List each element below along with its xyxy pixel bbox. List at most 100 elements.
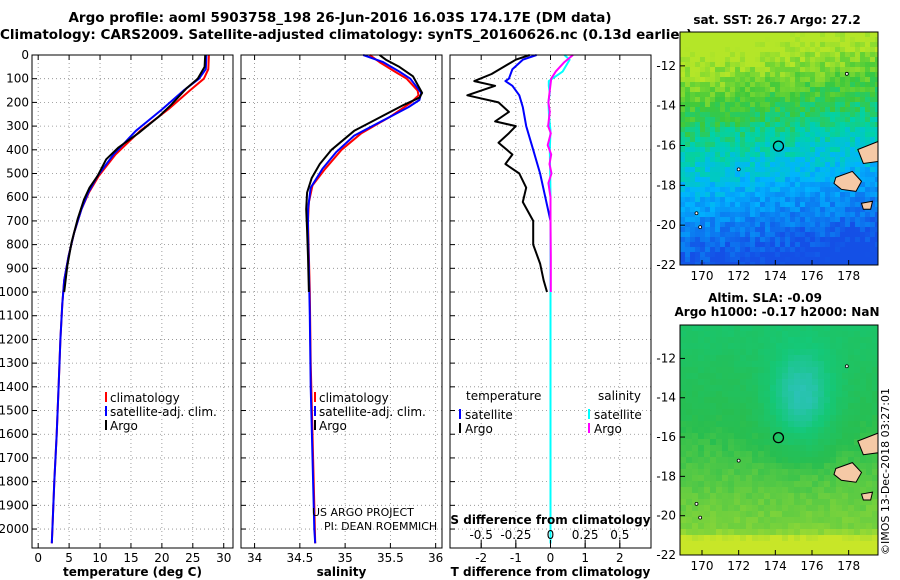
small-island — [694, 501, 699, 506]
y-tick-label: 1000 — [0, 285, 29, 299]
argo-float-marker — [772, 431, 785, 444]
small-island — [698, 225, 703, 230]
plot-frame — [240, 54, 443, 549]
small-island — [698, 515, 703, 520]
s-axis-label: S difference from climatology — [450, 513, 650, 527]
map-y-tick-label: -14 — [656, 391, 676, 405]
y-tick-label: 1900 — [0, 498, 29, 512]
map-x-tick-label: 170 — [691, 559, 714, 573]
s-tick-label: -0.25 — [500, 528, 531, 542]
map-y-tick-label: -12 — [656, 59, 676, 73]
x-tick-label: 35 — [337, 551, 352, 565]
y-tick-label: 1300 — [0, 356, 29, 370]
map-x-tick-label: 170 — [691, 269, 714, 283]
pi-annotation: PI: DEAN ROEMMICH — [324, 520, 437, 533]
x-tick-label: 10 — [92, 551, 107, 565]
s-tick-label: -0.5 — [469, 528, 492, 542]
x-tick-label: 2 — [616, 551, 624, 565]
y-tick-label: 200 — [6, 95, 29, 109]
x-tick-label: 34.5 — [286, 551, 313, 565]
map-x-tick-label: 174 — [764, 269, 787, 283]
map-y-tick-label: -12 — [656, 351, 676, 365]
map-x-tick-label: 176 — [801, 559, 824, 573]
legend-label-t-satellite: satellite — [465, 408, 513, 422]
small-island — [736, 167, 741, 172]
imos-timestamp: ©IMOS 13-Dec-2018 03:27:01 — [879, 388, 892, 555]
y-tick-label: 500 — [6, 167, 29, 181]
legend-label-climatology: climatology — [110, 391, 180, 405]
project-annotation: US ARGO PROJECT — [312, 506, 414, 519]
x-tick-label: 5 — [65, 551, 73, 565]
x-tick-label: 36 — [428, 551, 443, 565]
series-line-satellite-adj-clim- — [307, 54, 423, 544]
legend-label-t-argo: Argo — [465, 422, 493, 436]
y-tick-label: 1700 — [0, 451, 29, 465]
legend-label-s-argo: Argo — [594, 422, 622, 436]
chart-title-line2: Climatology: CARS2009. Satellite-adjuste… — [0, 27, 693, 43]
map-x-tick-label: 172 — [727, 559, 750, 573]
x-tick-label: 25 — [185, 551, 200, 565]
legend-label-climatology: climatology — [319, 391, 389, 405]
island-shape — [860, 491, 874, 501]
series-line-s-satellite — [547, 54, 571, 544]
map-y-tick-label: -18 — [656, 178, 676, 192]
legend-heading-salinity: salinity — [598, 389, 641, 403]
island-shape — [860, 200, 874, 210]
y-tick-label: 100 — [6, 72, 29, 86]
legend-label-argo: Argo — [110, 419, 138, 433]
y-tick-label: 1200 — [0, 332, 29, 346]
series-line-satellite-adj-clim- — [50, 54, 208, 544]
x-axis-label: T difference from climatology — [451, 565, 651, 579]
legend-label-satellite-adj-clim-: satellite-adj. clim. — [319, 405, 426, 419]
map-frame — [679, 324, 879, 556]
s-tick-label: 0.25 — [572, 528, 599, 542]
chart-title-line1: Argo profile: aoml 5903758_198 26-Jun-20… — [68, 10, 612, 26]
x-tick-label: 34 — [247, 551, 262, 565]
legend-label-s-satellite: satellite — [594, 408, 642, 422]
map-x-tick-label: 178 — [837, 269, 860, 283]
map-frame — [679, 31, 879, 266]
map-y-tick-label: -20 — [656, 218, 676, 232]
legend-label-satellite-adj-clim-: satellite-adj. clim. — [110, 405, 217, 419]
map-y-tick-label: -20 — [656, 509, 676, 523]
x-axis-label: temperature (deg C) — [63, 565, 202, 579]
island-shape — [833, 462, 863, 483]
y-tick-label: 1400 — [0, 380, 29, 394]
map-x-tick-label: 176 — [801, 269, 824, 283]
x-tick-label: 15 — [123, 551, 138, 565]
x-tick-label: 20 — [154, 551, 169, 565]
y-tick-label: 0 — [21, 48, 29, 62]
series-line-climatology — [50, 54, 210, 544]
legend-label-argo: Argo — [319, 419, 347, 433]
y-tick-label: 1500 — [0, 404, 29, 418]
series-line-s-argo — [546, 54, 574, 292]
y-tick-label: 300 — [6, 119, 29, 133]
s-tick-label: 0 — [547, 528, 555, 542]
x-tick-label: -2 — [475, 551, 487, 565]
small-island — [736, 458, 741, 463]
sla-field — [680, 325, 878, 555]
series-line-t-satellite — [504, 54, 552, 544]
map-x-tick-label: 172 — [727, 269, 750, 283]
map-y-tick-label: -16 — [656, 139, 676, 153]
small-island — [694, 211, 699, 216]
x-tick-label: 35.5 — [377, 551, 404, 565]
small-island — [844, 364, 849, 369]
y-tick-label: 600 — [6, 190, 29, 204]
map-y-tick-label: -14 — [656, 99, 676, 113]
y-tick-label: 900 — [6, 261, 29, 275]
map-x-tick-label: 174 — [764, 559, 787, 573]
x-axis-label: salinity — [317, 565, 367, 579]
map-y-tick-label: -22 — [656, 258, 676, 272]
y-tick-label: 1800 — [0, 475, 29, 489]
x-tick-label: -1 — [510, 551, 522, 565]
x-tick-label: 0 — [34, 551, 42, 565]
y-tick-label: 800 — [6, 238, 29, 252]
island-shape — [833, 170, 863, 192]
map-x-tick-label: 178 — [837, 559, 860, 573]
y-tick-label: 2000 — [0, 522, 29, 536]
small-island — [844, 71, 849, 76]
s-tick-label: 0.5 — [610, 528, 629, 542]
map-y-tick-label: -16 — [656, 430, 676, 444]
